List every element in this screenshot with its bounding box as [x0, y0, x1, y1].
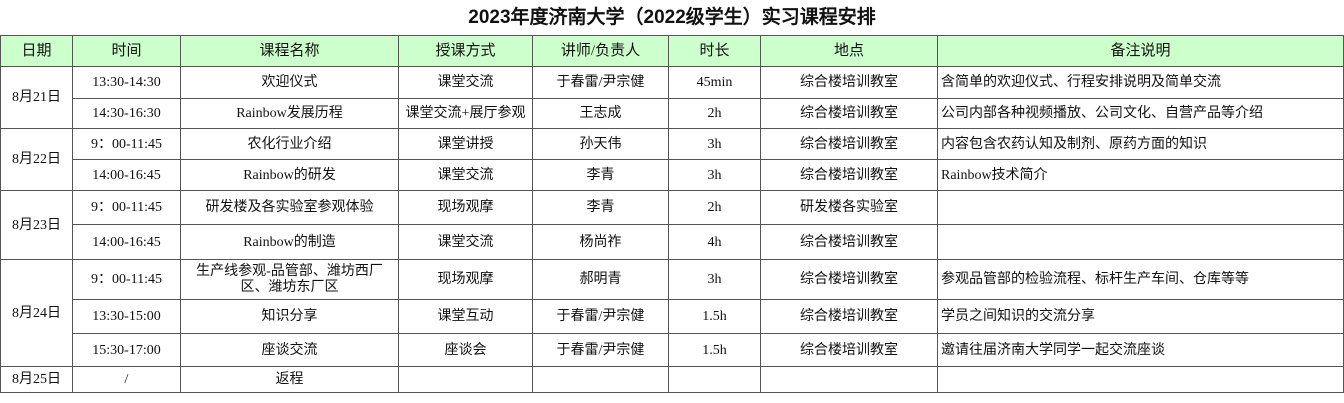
- cell: 现场观摩: [398, 190, 533, 225]
- cell: 座谈会: [398, 333, 533, 367]
- date-cell: 8月25日: [0, 366, 73, 393]
- date-cell: 8月24日: [0, 259, 73, 367]
- column-header: 讲师/负责人: [532, 35, 669, 67]
- cell: 研发楼及各实验室参观体验: [180, 190, 399, 225]
- cell: 知识分享: [180, 299, 399, 334]
- cell: 4h: [668, 224, 761, 260]
- cell: 9：00-11:45: [72, 190, 181, 225]
- cell: /: [72, 366, 181, 393]
- cell: 课堂交流: [398, 159, 533, 191]
- cell: [936, 190, 1344, 225]
- cell: 课堂讲授: [398, 128, 533, 160]
- cell: 研发楼各实验室: [760, 190, 938, 225]
- cell: 公司内部各种视频播放、公司文化、自营产品等介绍: [936, 98, 1344, 129]
- cell: 王志成: [532, 98, 669, 129]
- cell: 参观品管部的检验流程、标杆生产车间、仓库等等: [936, 259, 1344, 300]
- cell: 孙天伟: [532, 128, 669, 160]
- cell: [532, 366, 669, 393]
- schedule-table: 2023年度济南大学（2022级学生）实习课程安排 日期 时间 课程名称 授课方式 讲师…: [0, 0, 1344, 393]
- column-header: 地点: [760, 35, 938, 67]
- cell: [668, 366, 761, 393]
- cell: 邀请往届济南大学同学一起交流座谈: [936, 333, 1344, 367]
- column-header: 课程名称: [180, 35, 399, 67]
- cell: 含简单的欢迎仪式、行程安排说明及简单交流: [936, 66, 1344, 99]
- cell: 于春雷/尹宗健: [532, 299, 669, 334]
- cell: 郝明青: [532, 259, 669, 300]
- cell: 现场观摩: [398, 259, 533, 300]
- date-cell: 8月21日: [0, 66, 73, 129]
- cell: Rainbow技术简介: [936, 159, 1344, 191]
- page-title: 2023年度济南大学（2022级学生）实习课程安排: [0, 0, 1344, 36]
- cell: Rainbow发展历程: [180, 98, 399, 129]
- table-row: 8月23日 9：00-11:45 研发楼及各实验室参观体验 现场观摩 李青 2h 研发楼各实…: [0, 190, 1344, 260]
- cell: 3h: [668, 259, 761, 300]
- cell: [398, 366, 533, 393]
- cell: 课堂互动: [398, 299, 533, 334]
- cell: 李青: [532, 190, 669, 225]
- cell: 综合楼培训教室: [760, 299, 938, 334]
- cell: [936, 366, 1344, 393]
- cell: 综合楼培训教室: [760, 224, 938, 260]
- cell: 农化行业介绍: [180, 128, 399, 160]
- cell: 13:30-14:30: [72, 66, 181, 99]
- cell: 1.5h: [668, 333, 761, 367]
- cell: 返程: [180, 366, 399, 393]
- cell: 9：00-11:45: [72, 259, 181, 300]
- cell: 欢迎仪式: [180, 66, 399, 99]
- cell: 座谈交流: [180, 333, 399, 367]
- cell: [936, 224, 1344, 260]
- cell: 综合楼培训教室: [760, 159, 938, 191]
- table-row: 8月25日 / 返程: [0, 366, 1344, 393]
- cell: 14:00-16:45: [72, 224, 181, 260]
- cell: 3h: [668, 159, 761, 191]
- column-header: 备注说明: [936, 35, 1344, 67]
- cell: 2h: [668, 98, 761, 129]
- cell: 于春雷/尹宗健: [532, 333, 669, 367]
- cell: 李青: [532, 159, 669, 191]
- cell: 课堂交流: [398, 66, 533, 99]
- cell: Rainbow的制造: [180, 224, 399, 260]
- cell: 内容包含农药认知及制剂、原药方面的知识: [936, 128, 1344, 160]
- cell: 9：00-11:45: [72, 128, 181, 160]
- date-cell: 8月23日: [0, 190, 73, 260]
- table-row: 14:00-16:45 Rainbow的制造 课堂交流 杨尚祚 4h 综合楼培训教室: [1, 224, 1344, 260]
- column-header: 时间: [72, 35, 181, 67]
- cell: 13:30-15:00: [72, 299, 181, 334]
- cell: 14:00-16:45: [72, 159, 181, 191]
- cell: 课堂交流+展厅参观: [398, 98, 533, 129]
- table-row: 14:30-16:30 Rainbow发展历程 课堂交流+展厅参观 王志成 2h 综合楼培…: [1, 98, 1344, 129]
- table-row: 14:00-16:45 Rainbow的研发 课堂交流 李青 3h 综合楼培训教室 Rain…: [1, 159, 1344, 191]
- cell: 综合楼培训教室: [760, 333, 938, 367]
- cell: 14:30-16:30: [72, 98, 181, 129]
- table-row: 13:30-15:00 知识分享 课堂互动 于春雷/尹宗健 1.5h 综合楼培训教室 学员之…: [1, 299, 1344, 334]
- cell: 2h: [668, 190, 761, 225]
- column-header: 授课方式: [398, 35, 533, 67]
- cell: 1.5h: [668, 299, 761, 334]
- cell: 杨尚祚: [532, 224, 669, 260]
- column-header: 日期: [0, 35, 73, 67]
- cell: 综合楼培训教室: [760, 98, 938, 129]
- table-row: 8月22日 9：00-11:45 农化行业介绍 课堂讲授 孙天伟 3h 综合楼培训教室 内容包…: [0, 128, 1344, 191]
- cell: 课堂交流: [398, 224, 533, 260]
- cell: 15:30-17:00: [72, 333, 181, 367]
- cell: 生产线参观-品管部、潍坊西厂区、潍坊东厂区: [180, 259, 399, 300]
- table-row: 15:30-17:00 座谈交流 座谈会 于春雷/尹宗健 1.5h 综合楼培训教室 邀请往届…: [1, 333, 1344, 367]
- table-row: 8月24日 9：00-11:45 生产线参观-品管部、潍坊西厂区、潍坊东厂区 现场观摩…: [0, 259, 1344, 367]
- date-cell: 8月22日: [0, 128, 73, 191]
- column-header: 时长: [668, 35, 761, 67]
- table-row: 8月21日 13:30-14:30 欢迎仪式 课堂交流 于春雷/尹宗健 45min 综合楼培…: [0, 66, 1344, 129]
- cell: 综合楼培训教室: [760, 128, 938, 160]
- cell: 综合楼培训教室: [760, 259, 938, 300]
- cell: Rainbow的研发: [180, 159, 399, 191]
- cell: 3h: [668, 128, 761, 160]
- cell: 综合楼培训教室: [760, 66, 938, 99]
- cell: 45min: [668, 66, 761, 99]
- cell: [760, 366, 938, 393]
- cell: 于春雷/尹宗健: [532, 66, 669, 99]
- cell: 学员之间知识的交流分享: [936, 299, 1344, 334]
